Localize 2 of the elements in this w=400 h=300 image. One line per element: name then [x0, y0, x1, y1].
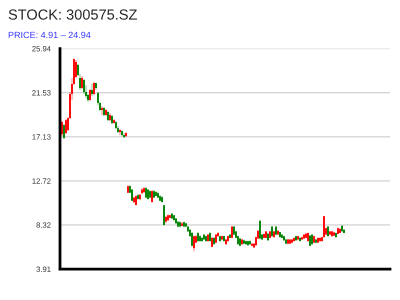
- chart-subtitle: PRICE: 4.91 – 24.94: [8, 32, 91, 38]
- chart-title: STOCK: 300575.SZ: [8, 9, 137, 20]
